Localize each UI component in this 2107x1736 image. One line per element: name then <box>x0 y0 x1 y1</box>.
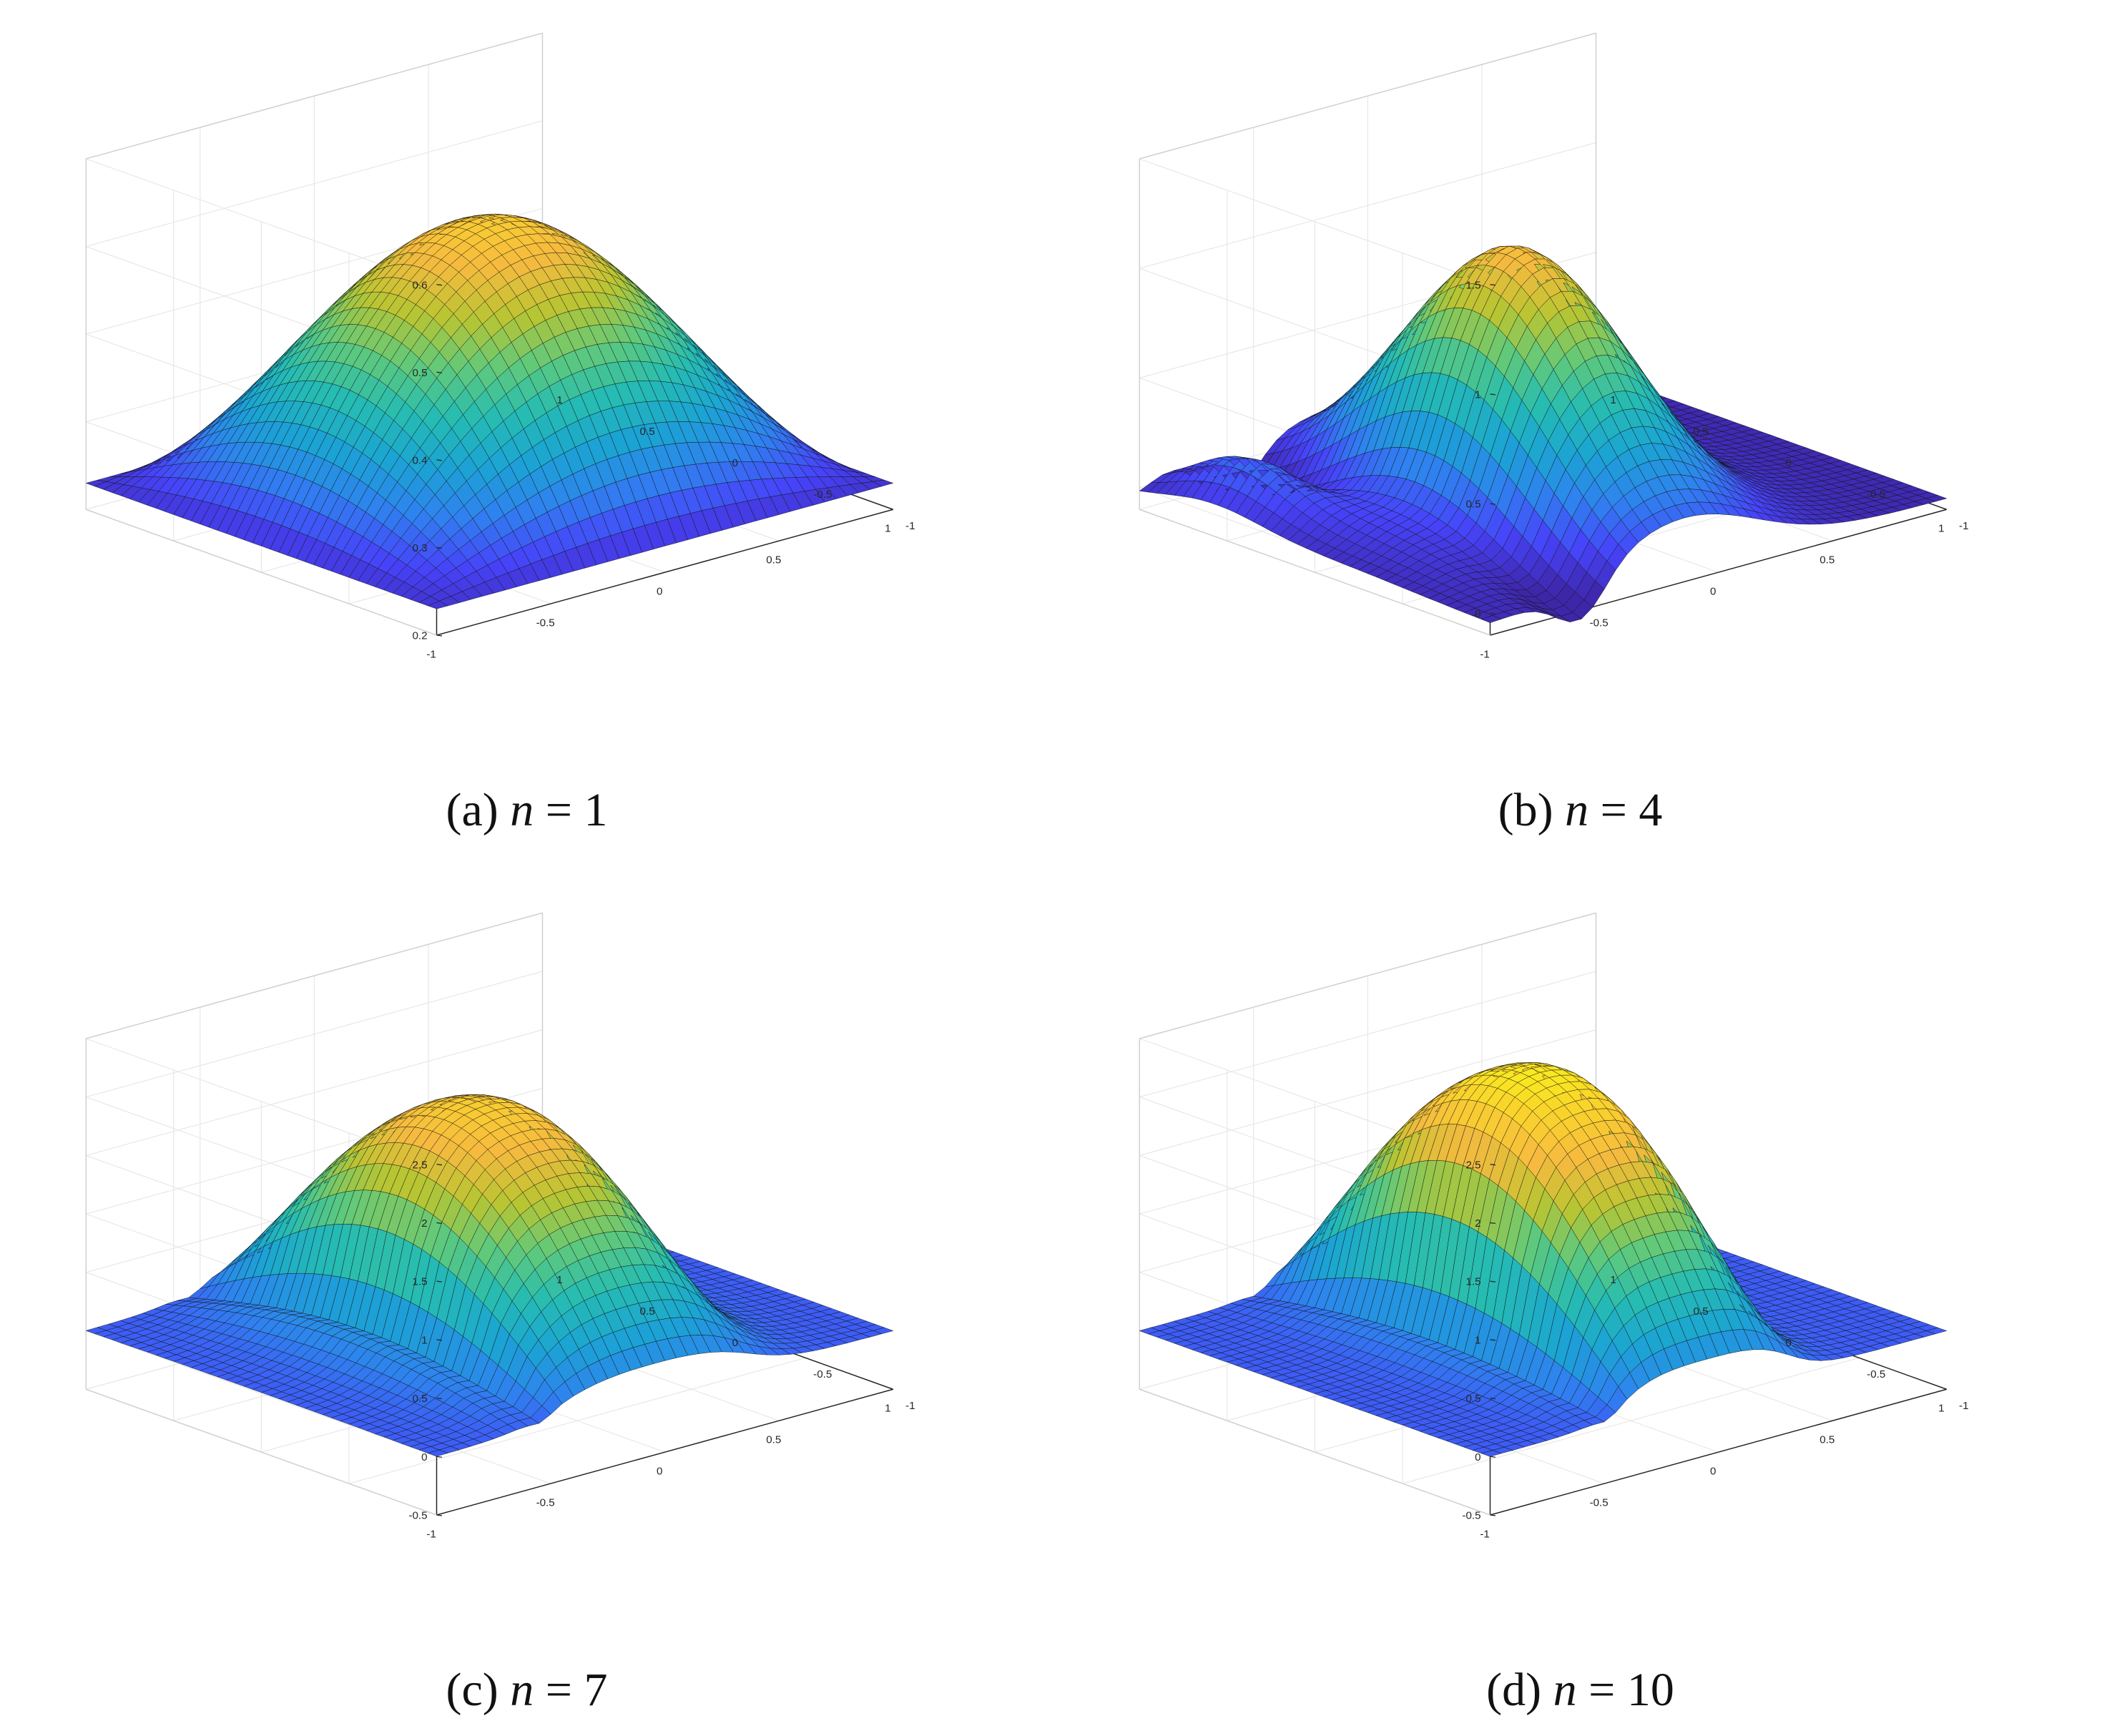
z-tick-label: 0.5 <box>1465 499 1480 511</box>
x-tick-label: 0.5 <box>766 554 781 567</box>
surface-plot-b: 0 0.5 1 1.5 -1 -0.5 0 0.5 1 -1 -0.5 0 0.5 1 <box>1139 32 1969 660</box>
y-tick-label: -0.5 <box>1867 489 1885 501</box>
surface-patch <box>872 479 894 487</box>
z-tick-label: 2.5 <box>412 1159 427 1171</box>
z-tick <box>1490 393 1495 396</box>
grid-line <box>86 158 437 285</box>
y-tick-label: -1 <box>905 1400 915 1412</box>
x-axis-line <box>436 1388 893 1516</box>
surface-plot-a: 0.2 0.3 0.4 0.5 0.6 -1 -0.5 0 0.5 1 -1 -0.5 0 0.5 1 <box>85 32 915 660</box>
box-edge <box>86 32 543 160</box>
z-tick-label: 0 <box>421 1451 427 1463</box>
z-tick-label: -0.5 <box>408 1510 427 1522</box>
y-tick-label: 0 <box>732 457 737 469</box>
x-tick-label: -1 <box>426 648 436 660</box>
z-tick-label: 0 <box>1475 608 1480 620</box>
z-tick-label: 0.3 <box>412 542 427 554</box>
x-tick-label: 0.5 <box>1819 554 1835 567</box>
x-tick-label: -1 <box>1480 648 1489 660</box>
x-tick-label: -0.5 <box>1590 617 1609 629</box>
axes-group: -0.5 0 0.5 1 1.5 2 2.5 -1 -0.5 0 0.5 1 -1 -0.5 0 0.5 1 <box>85 912 915 1540</box>
x-tick-label: -1 <box>426 1528 436 1540</box>
z-tick-label: 1 <box>1475 389 1480 401</box>
z-tick <box>436 634 442 637</box>
z-tick <box>436 546 442 549</box>
surface-patch <box>872 1327 894 1334</box>
z-tick <box>436 1164 442 1166</box>
x-tick-label: 1 <box>1938 523 1944 535</box>
x-tick-label: 0 <box>657 1466 662 1478</box>
surface-plot-d: -0.500.511.522.5-1-0.500.51 -1-0.500.51 <box>1139 912 1969 1540</box>
y-tick-label: -1 <box>905 520 915 532</box>
axes-group: 0.2 0.3 0.4 0.5 0.6 -1 -0.5 0 0.5 1 -1 -0.5 0 0.5 1 <box>85 32 915 660</box>
grid-line <box>86 1330 437 1457</box>
box-edge <box>86 509 437 636</box>
z-tick <box>436 1280 442 1283</box>
y-tick-label: 0.5 <box>640 1305 655 1318</box>
z-tick-label: 1.5 <box>1465 279 1480 291</box>
x-tick-label: 1 <box>885 523 890 535</box>
y-tick-label: -0.5 <box>813 1368 832 1381</box>
z-tick <box>436 1222 442 1225</box>
grid-line <box>1139 142 1596 269</box>
y-tick-label: -1 <box>1959 520 1968 532</box>
y-tick-label: 0.5 <box>640 426 655 438</box>
z-tick <box>436 371 442 373</box>
z-tick-label: 2 <box>421 1217 427 1230</box>
surface-mesh <box>85 213 894 609</box>
x-tick-label: 0 <box>1710 586 1716 598</box>
box-edge <box>86 912 543 1039</box>
z-tick-label: 0.5 <box>412 1393 427 1405</box>
box-edge <box>1139 32 1596 160</box>
box-edge <box>1139 509 1490 636</box>
y-tick-label: 1 <box>556 394 562 406</box>
z-tick-label: 0.2 <box>412 630 427 642</box>
z-tick-label: 1 <box>421 1334 427 1346</box>
x-tick-label: 0.5 <box>766 1434 781 1446</box>
grid-line <box>86 1029 543 1156</box>
y-tick-label: 0.5 <box>1694 426 1709 438</box>
surface-plot-c: -0.5 0 0.5 1 1.5 2 2.5 -1 -0.5 0 0.5 1 -1 -0.5 0 0.5 1 <box>85 912 915 1540</box>
grid-line <box>86 971 543 1098</box>
z-tick <box>436 459 442 461</box>
z-tick <box>436 1456 442 1458</box>
grid-line <box>86 120 543 247</box>
y-tick-label: 0 <box>1785 457 1791 469</box>
x-tick-label: 1 <box>885 1403 890 1415</box>
z-tick-label: 0.6 <box>412 279 427 291</box>
x-axis-line <box>436 509 893 636</box>
y-tick-label: 1 <box>1610 394 1616 406</box>
surface-mesh <box>1139 245 1948 623</box>
y-tick-label: 1 <box>556 1274 562 1286</box>
z-tick-label: 0.5 <box>412 367 427 379</box>
axes-group: 0 0.5 1 1.5 -1 -0.5 0 0.5 1 -1 -0.5 0 0.5 1 <box>1139 32 1969 660</box>
grid-line <box>1139 158 1490 285</box>
x-tick-label: 0 <box>657 586 662 598</box>
surface-mesh <box>85 1094 894 1457</box>
y-tick-label: 0 <box>732 1337 737 1349</box>
x-tick-label: -0.5 <box>536 617 555 629</box>
x-tick-label: -0.5 <box>536 1497 555 1509</box>
y-tick-label: -0.5 <box>813 489 832 501</box>
z-tick <box>1490 612 1495 614</box>
box-edge <box>86 1388 437 1516</box>
z-tick-label: 1.5 <box>412 1276 427 1288</box>
axes-group: -0.500.511.522.5-1-0.500.51 -1-0.500.51 <box>1139 912 1969 1540</box>
z-tick <box>436 1514 442 1516</box>
z-tick <box>436 1397 442 1400</box>
surface-patch <box>1925 495 1948 502</box>
z-tick-label: 0.4 <box>412 454 427 466</box>
